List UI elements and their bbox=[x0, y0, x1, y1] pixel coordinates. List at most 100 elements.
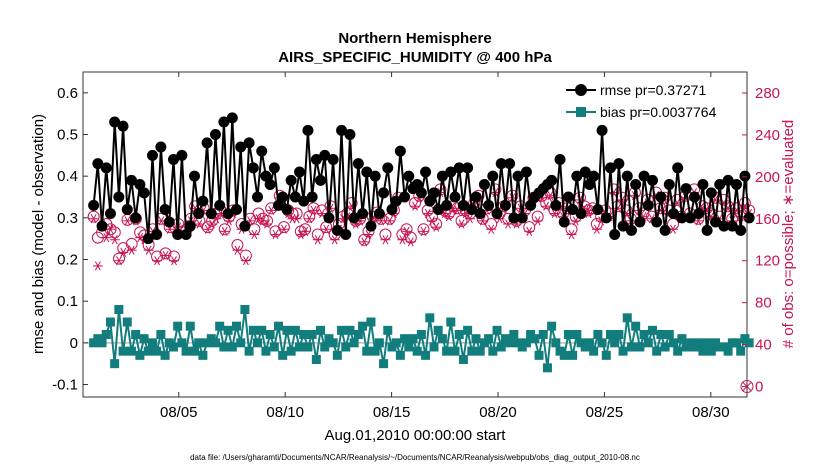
rmse-point bbox=[714, 179, 726, 190]
possible-obs-point bbox=[113, 252, 126, 265]
bias-point bbox=[635, 342, 645, 352]
rmse-point bbox=[445, 166, 457, 178]
rmse-point bbox=[348, 212, 360, 224]
rmse-point bbox=[386, 204, 398, 215]
legend-box bbox=[560, 77, 736, 123]
rmse-point bbox=[193, 208, 205, 220]
bias-point bbox=[156, 330, 166, 339]
bias-point bbox=[101, 330, 111, 339]
rmse-point bbox=[125, 174, 137, 186]
rmse-point bbox=[109, 116, 121, 128]
bias-point bbox=[664, 330, 674, 339]
bias-point bbox=[400, 334, 410, 344]
bias-point bbox=[593, 330, 603, 339]
rmse-point bbox=[457, 199, 469, 211]
rmse-point bbox=[617, 220, 629, 232]
evaluated-obs-point bbox=[570, 216, 581, 226]
rmse-point bbox=[277, 191, 289, 203]
bias-point bbox=[496, 342, 506, 352]
x-tick-label: 08/25 bbox=[586, 404, 624, 421]
rmse-point bbox=[100, 162, 112, 174]
possible-obs-point bbox=[307, 202, 320, 215]
rmse-point bbox=[319, 149, 331, 161]
bias-point bbox=[227, 342, 237, 352]
y-tick-label: 0.5 bbox=[57, 127, 78, 144]
axis-ticks: 08/05 08/10 08/15 08/20 08/25 08/30 -0.1 0 0.1 0.… bbox=[52, 72, 780, 421]
bias-point bbox=[416, 330, 426, 339]
evaluated-obs-point bbox=[566, 229, 577, 240]
bias-point bbox=[597, 338, 607, 348]
bias-point bbox=[181, 346, 191, 356]
rmse-point bbox=[659, 224, 671, 236]
bias-point bbox=[257, 325, 267, 335]
evaluated-obs-point bbox=[418, 226, 429, 236]
possible-obs-point bbox=[345, 197, 358, 210]
data-file-footnote: data file: /Users/gharamti/Documents/NCA… bbox=[190, 453, 640, 462]
bias-point bbox=[345, 325, 355, 335]
bias-point bbox=[404, 342, 414, 352]
bias-point bbox=[450, 346, 460, 356]
evaluated-obs-point bbox=[397, 235, 408, 245]
possible-obs-point bbox=[738, 197, 751, 210]
rmse-point bbox=[369, 170, 381, 182]
bias-point bbox=[362, 346, 372, 356]
rmse-point bbox=[478, 179, 490, 190]
bias-point bbox=[442, 346, 452, 356]
y-tick-label: 0 bbox=[70, 335, 78, 352]
bias-point bbox=[253, 338, 263, 348]
bias-point bbox=[286, 346, 296, 356]
rmse-point bbox=[672, 162, 684, 174]
rmse-point bbox=[600, 212, 612, 224]
bias-point bbox=[303, 342, 313, 352]
rmse-point bbox=[151, 229, 163, 240]
bias-point bbox=[244, 346, 254, 356]
rmse-point bbox=[403, 170, 415, 182]
bias-point bbox=[307, 330, 317, 339]
bias-point bbox=[185, 321, 195, 331]
rmse-point bbox=[260, 170, 272, 182]
rmse-point bbox=[310, 154, 322, 165]
bias-point bbox=[232, 321, 242, 331]
rmse-point bbox=[621, 170, 633, 182]
bias-point bbox=[652, 346, 662, 356]
bias-point bbox=[261, 346, 271, 356]
bias-point bbox=[694, 338, 704, 348]
bias-point bbox=[143, 346, 153, 356]
evaluated-obs-point bbox=[232, 245, 243, 255]
bias-point bbox=[358, 321, 368, 331]
bias-point bbox=[269, 342, 279, 352]
x-tick-label: 08/20 bbox=[479, 404, 517, 421]
evaluated-obs-point bbox=[194, 219, 205, 229]
rmse-point bbox=[298, 195, 310, 207]
rmse-point bbox=[113, 191, 125, 203]
rmse-point bbox=[646, 174, 658, 186]
x-tick-label: 08/30 bbox=[692, 404, 730, 421]
y-right-tick-label: 280 bbox=[755, 85, 780, 102]
evaluated-obs-point bbox=[92, 261, 103, 271]
legend-bias-label: bias pr=0.0037764 bbox=[600, 104, 717, 120]
rmse-point bbox=[449, 191, 461, 203]
evaluated-obs-point bbox=[88, 214, 99, 224]
rmse-point bbox=[508, 212, 520, 224]
rmse-point bbox=[710, 216, 722, 228]
rmse-point bbox=[676, 212, 688, 224]
y-right-tick-label: 0 bbox=[755, 379, 763, 396]
rmse-point bbox=[684, 212, 696, 224]
legend-rmse-label: rmse pr=0.37271 bbox=[600, 82, 706, 98]
bias-point bbox=[601, 350, 611, 360]
rmse-point bbox=[655, 191, 667, 203]
evaluated-obs-point bbox=[240, 256, 251, 266]
possible-obs-point bbox=[159, 247, 172, 260]
y-tick-label: 0.1 bbox=[57, 293, 78, 310]
bias-point bbox=[706, 346, 716, 356]
chart-title: Northern Hemisphere bbox=[338, 30, 491, 47]
bias-point bbox=[736, 346, 746, 356]
bias-point bbox=[421, 350, 431, 360]
bias-point bbox=[219, 342, 229, 352]
bias-point bbox=[437, 334, 447, 344]
possible-obs-point bbox=[277, 221, 290, 234]
bias-point bbox=[198, 350, 208, 360]
bias-point bbox=[194, 338, 204, 348]
rmse-point bbox=[209, 129, 221, 140]
possible-obs-point bbox=[523, 221, 536, 234]
